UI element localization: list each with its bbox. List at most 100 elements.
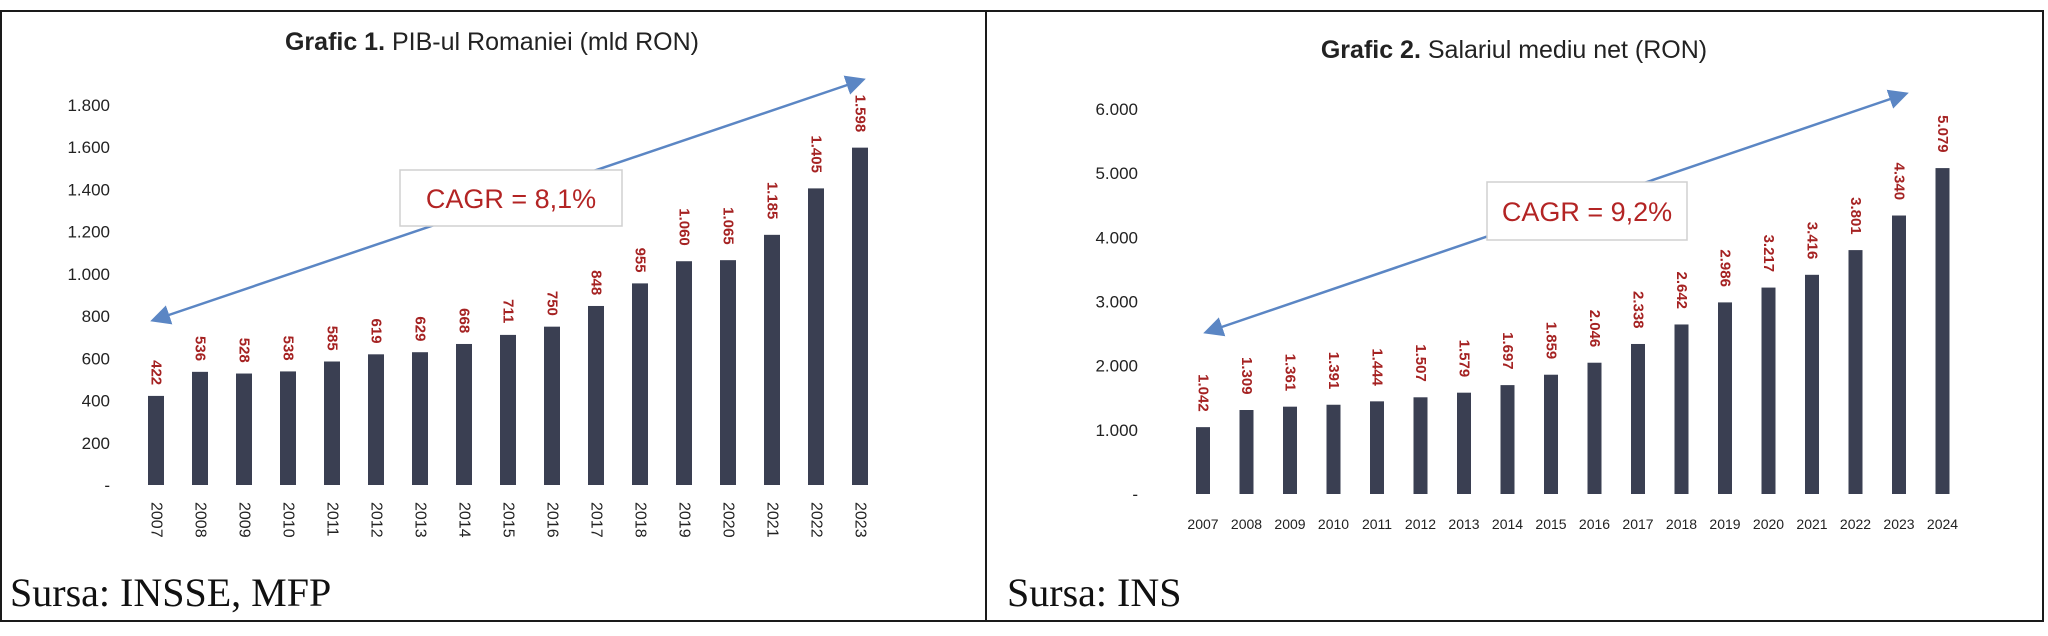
bar-2016 (544, 326, 560, 485)
data-label-2012: 619 (368, 319, 385, 344)
data-label-2019: 1.060 (676, 208, 693, 246)
bar-2012 (368, 354, 384, 485)
data-label-2011: 585 (324, 326, 341, 351)
bar-2021 (1805, 274, 1819, 494)
data-label-2018: 2.642 (1673, 271, 1690, 309)
bar-2008 (192, 371, 208, 485)
x-tick-label: 2022 (1840, 516, 1871, 532)
data-label-2012: 1.507 (1412, 344, 1429, 382)
x-tick-label: 2007 (148, 502, 165, 538)
x-tick-label: 2008 (192, 502, 209, 538)
source-label-2: Sursa: INS (1007, 570, 1182, 615)
x-tick-label: 2021 (764, 502, 781, 538)
data-label-2007: 1.042 (1195, 374, 1212, 412)
y-tick-label: 600 (82, 349, 110, 368)
x-tick-label: 2020 (720, 502, 737, 538)
y-tick-label: 1.000 (1095, 421, 1138, 440)
x-tick-label: 2023 (852, 502, 869, 538)
bar-2022 (1848, 250, 1863, 494)
x-tick-label: 2016 (1579, 516, 1610, 532)
chart-panel-2: Grafic 2. Salariul mediu net (RON) - 1.000… (987, 12, 2042, 620)
chart-title-bold: Grafic 2. (1321, 36, 1421, 64)
bar-2019 (676, 261, 692, 485)
bar-2020 (720, 260, 736, 485)
x-tick-label: 2014 (456, 502, 473, 538)
x-tick-label: 2012 (1405, 516, 1436, 532)
data-label-2010: 538 (280, 336, 297, 361)
x-tick-label: 2010 (1318, 516, 1349, 532)
y-tick-label: 200 (82, 434, 110, 453)
data-label-2010: 1.391 (1325, 352, 1342, 390)
data-label-2013: 1.579 (1456, 340, 1473, 378)
data-label-2011: 1.444 (1369, 348, 1386, 386)
x-tick-label: 2015 (1535, 516, 1566, 532)
chart-title: Grafic 1. PIB-ul Romaniei (mld RON) (285, 28, 699, 56)
data-label-2009: 528 (236, 338, 253, 363)
bar-2015 (1544, 374, 1558, 494)
chart-title: Grafic 2. Salariul mediu net (RON) (1321, 36, 1707, 64)
data-label-2008: 536 (192, 336, 209, 361)
data-label-2020: 3.217 (1760, 235, 1777, 273)
bar-2013 (412, 352, 428, 485)
y-tick-label: - (1132, 485, 1138, 504)
x-tick-label: 2007 (1187, 516, 1218, 532)
bar-2020 (1761, 287, 1776, 494)
y-tick-label: 6.000 (1095, 100, 1138, 119)
data-label-2022: 1.405 (808, 135, 825, 173)
x-tick-label: 2012 (368, 502, 385, 538)
data-label-2024: 5.079 (1934, 115, 1951, 153)
y-tick-label: 400 (82, 392, 110, 411)
y-tick-label: 1.800 (67, 96, 110, 115)
data-label-2014: 1.697 (1499, 332, 1516, 370)
data-label-2023: 4.340 (1891, 163, 1908, 201)
x-tick-label: 2013 (1448, 516, 1479, 532)
x-tick-label: 2020 (1753, 516, 1784, 532)
bar-2011 (324, 361, 340, 485)
y-tick-label: 4.000 (1095, 228, 1138, 247)
data-label-2015: 1.859 (1543, 322, 1560, 360)
cagr-box (1486, 181, 1688, 241)
bar-2018 (1674, 324, 1689, 494)
x-tick-label: 2014 (1492, 516, 1523, 532)
bar-2008 (1239, 410, 1254, 494)
data-label-2018: 955 (632, 248, 649, 273)
x-tick-label: 2019 (676, 502, 693, 538)
chart-title-bold: Grafic 1. (285, 28, 385, 56)
data-label-2019: 2.986 (1717, 249, 1734, 287)
x-tick-label: 2009 (1274, 516, 1305, 532)
x-tick-label: 2015 (500, 502, 517, 538)
x-tick-label: 2013 (412, 502, 429, 538)
data-label-2013: 629 (412, 316, 429, 341)
y-tick-label: 1.200 (67, 223, 110, 242)
chart-panel-1: Grafic 1. PIB-ul Romaniei (mld RON) - 200 4… (2, 12, 985, 620)
data-label-2016: 750 (544, 291, 561, 316)
data-label-2017: 848 (588, 270, 605, 295)
y-tick-label: - (104, 476, 110, 495)
bar-2014 (456, 343, 472, 485)
bar-2021 (764, 234, 780, 485)
x-tick-label: 2018 (632, 502, 649, 538)
x-tick-label: 2019 (1709, 516, 1740, 532)
x-tick-label: 2021 (1796, 516, 1827, 532)
bar-2012 (1413, 397, 1428, 494)
x-tick-label: 2008 (1231, 516, 1262, 532)
x-tick-label: 2016 (544, 502, 561, 538)
data-label-2016: 2.046 (1586, 310, 1603, 348)
panel-divider (985, 10, 987, 622)
x-tick-label: 2017 (1622, 516, 1653, 532)
x-tick-label: 2009 (236, 502, 253, 538)
data-label-2023: 1.598 (852, 95, 869, 133)
data-label-2008: 1.309 (1238, 357, 1255, 395)
source-label-1: Sursa: INSSE, MFP (10, 570, 332, 615)
x-tick-label: 2024 (1927, 516, 1958, 532)
y-tick-label: 1.000 (67, 265, 110, 284)
cagr-label: CAGR = 8,1% (426, 184, 596, 214)
bar-2010 (280, 371, 296, 485)
chart-title-rest: PIB-ul Romaniei (mld RON) (385, 28, 699, 56)
y-tick-label: 2.000 (1095, 357, 1138, 376)
y-tick-label: 1.600 (67, 138, 110, 157)
y-tick-label: 3.000 (1095, 293, 1138, 312)
data-label-2022: 3.801 (1847, 197, 1864, 235)
bar-2016 (1587, 362, 1602, 494)
bar-2013 (1457, 392, 1471, 494)
